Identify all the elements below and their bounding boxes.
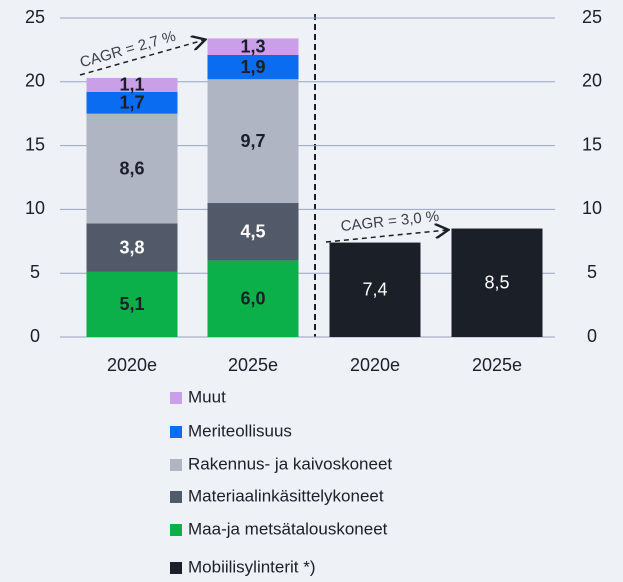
legend-swatch [170, 392, 182, 404]
bar-segment [86, 92, 178, 114]
y2-tick-label: 20 [582, 71, 602, 91]
legend-label: Rakennus- ja kaivoskoneet [188, 454, 392, 473]
x-tick-label: 2020e [350, 355, 400, 375]
legend-swatch [170, 524, 182, 536]
bar-segment [86, 223, 178, 272]
y2-tick-label: 15 [582, 134, 602, 154]
y2-tick-label: 10 [582, 198, 602, 218]
bar-segment [451, 228, 543, 337]
value-label: 9,7 [240, 131, 265, 151]
x-tick-label: 2025e [472, 355, 522, 375]
value-label: 5,1 [119, 294, 144, 314]
y-tick-label: 10 [25, 198, 45, 218]
value-label: 7,4 [362, 280, 387, 300]
value-label: 8,6 [119, 158, 144, 178]
legend-swatch [170, 426, 182, 438]
legend-swatch [170, 459, 182, 471]
legend-label: Muut [188, 387, 226, 406]
x-tick-label: 2020e [107, 355, 157, 375]
value-label: 1,9 [240, 57, 265, 77]
value-label: 6,0 [240, 288, 265, 308]
y-tick-label: 5 [30, 262, 40, 282]
bar-segment [207, 55, 299, 80]
bar-segment [207, 79, 299, 204]
y-tick-label: 25 [25, 7, 45, 27]
cagr-arrow [79, 40, 204, 76]
bar-segment [207, 38, 299, 56]
bar-segment [86, 77, 178, 93]
bar-segment [86, 271, 178, 337]
legend-label: Meriteollisuus [188, 421, 292, 440]
y-tick-label: 20 [25, 71, 45, 91]
value-label: 1,7 [119, 93, 144, 113]
annotation: CAGR = 3,0 % [340, 208, 440, 235]
value-label: 1,1 [119, 75, 144, 95]
y-tick-label: 0 [30, 326, 40, 346]
annotation: CAGR = 2,7 % [78, 28, 178, 72]
bar-segment [207, 203, 299, 261]
legend-swatch [170, 491, 182, 503]
y-tick-label: 15 [25, 134, 45, 154]
x-tick-label: 2025e [228, 355, 278, 375]
y2-tick-label: 25 [582, 7, 602, 27]
legend-label: Mobiilisylinterit *) [188, 557, 316, 576]
legend-label: Maa-ja metsätalouskoneet [188, 519, 388, 538]
bar-segment [207, 260, 299, 337]
bar-segment [86, 113, 178, 224]
legend-swatch [170, 562, 182, 574]
value-label: 8,5 [484, 273, 509, 293]
y2-tick-label: 5 [587, 262, 597, 282]
cagr-arrow [325, 230, 447, 243]
value-label: 4,5 [240, 221, 265, 241]
y2-tick-label: 0 [587, 326, 597, 346]
value-label: 1,3 [240, 36, 265, 56]
legend-label: Materiaalinkäsittelykoneet [188, 486, 384, 505]
value-label: 3,8 [119, 237, 144, 257]
bar-segment [329, 242, 421, 337]
